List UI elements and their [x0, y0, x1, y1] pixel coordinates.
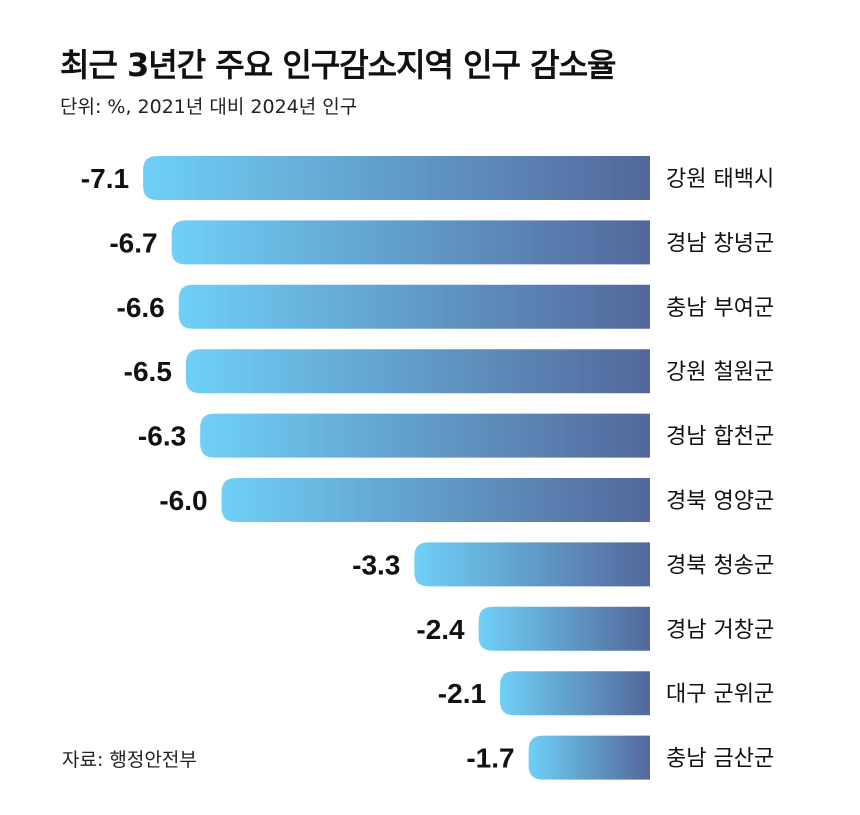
bar-2: [171, 220, 650, 265]
bar-5: [200, 413, 650, 458]
category-label-10: 충남 금산군: [666, 747, 774, 772]
category-label-4: 강원 철원군: [666, 360, 774, 385]
category-label-3: 충남 부여군: [666, 296, 774, 321]
category-label-2: 경남 창녕군: [666, 231, 774, 256]
bar-3: [178, 284, 650, 329]
value-label-3: -6.6: [117, 292, 165, 323]
value-label-1: -7.1: [81, 163, 129, 194]
source-note: 자료: 행정안전부: [62, 749, 197, 771]
value-label-8: -2.4: [416, 614, 465, 645]
bar-4: [185, 349, 650, 394]
value-label-7: -3.3: [352, 549, 400, 580]
bar-7: [414, 542, 650, 587]
bars-group: -7.1 강원 태백시 -6.7 경남 창녕군 -6.6 충남 부여군 -6.5 강원 철원군…: [81, 156, 774, 780]
bar-1: [143, 156, 650, 200]
chart-subtitle: 단위: %, 2021년 대비 2024년 인구: [60, 96, 358, 118]
value-label-2: -6.7: [109, 227, 157, 258]
value-label-4: -6.5: [124, 356, 172, 387]
bar-9: [500, 671, 650, 716]
value-label-9: -2.1: [438, 678, 486, 709]
category-label-5: 경남 합천군: [666, 425, 774, 450]
chart-title: 최근 3년간 주요 인구감소지역 인구 감소율: [60, 46, 616, 84]
category-label-8: 경남 거창군: [666, 618, 774, 643]
value-label-5: -6.3: [138, 421, 186, 452]
category-label-1: 강원 태백시: [666, 167, 774, 192]
bar-10: [528, 735, 650, 780]
bar-6: [221, 478, 650, 522]
category-label-9: 대구 군위군: [666, 682, 774, 707]
value-label-6: -6.0: [159, 485, 207, 516]
value-label-10: -1.7: [466, 743, 514, 774]
category-label-7: 경북 청송군: [666, 553, 774, 578]
category-label-6: 경북 영양군: [666, 489, 774, 514]
bar-8: [478, 606, 650, 651]
